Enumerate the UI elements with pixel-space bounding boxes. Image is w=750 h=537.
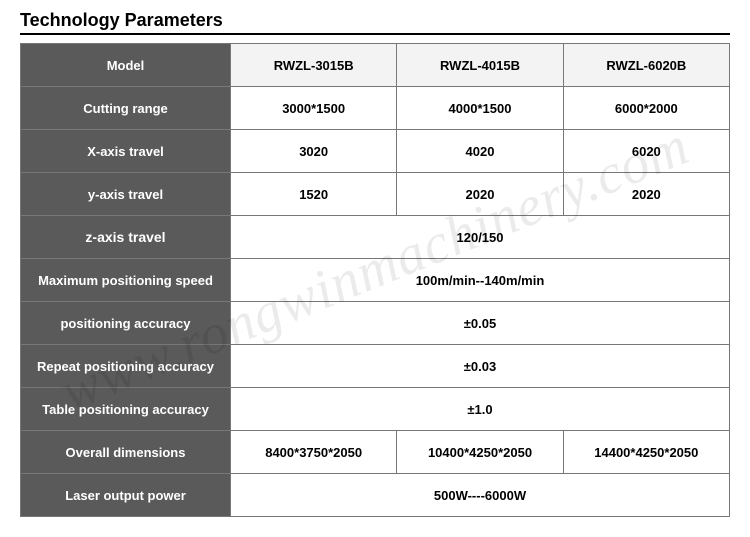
cell: 4020 bbox=[397, 130, 563, 173]
table-row: Model RWZL-3015B RWZL-4015B RWZL-6020B bbox=[21, 44, 730, 87]
row-label-y-axis: y-axis travel bbox=[21, 173, 231, 216]
table-row: Maximum positioning speed 100m/min--140m… bbox=[21, 259, 730, 302]
row-label-max-pos-speed: Maximum positioning speed bbox=[21, 259, 231, 302]
row-label-x-axis: X-axis travel bbox=[21, 130, 231, 173]
row-label-dimensions: Overall dimensions bbox=[21, 431, 231, 474]
table-row: Laser output power 500W----6000W bbox=[21, 474, 730, 517]
parameters-table: Model RWZL-3015B RWZL-4015B RWZL-6020B C… bbox=[20, 43, 730, 517]
table-row: Cutting range 3000*1500 4000*1500 6000*2… bbox=[21, 87, 730, 130]
table-row: positioning accuracy ±0.05 bbox=[21, 302, 730, 345]
span-cell: 100m/min--140m/min bbox=[231, 259, 730, 302]
cell: 6000*2000 bbox=[563, 87, 729, 130]
span-cell: 120/150 bbox=[231, 216, 730, 259]
cell: 6020 bbox=[563, 130, 729, 173]
cell: 14400*4250*2050 bbox=[563, 431, 729, 474]
span-cell: ±0.05 bbox=[231, 302, 730, 345]
row-label-laser-power: Laser output power bbox=[21, 474, 231, 517]
title-underline bbox=[20, 33, 730, 35]
page-title: Technology Parameters bbox=[20, 10, 730, 31]
row-label-pos-acc: positioning accuracy bbox=[21, 302, 231, 345]
row-label-cutting-range: Cutting range bbox=[21, 87, 231, 130]
col-header-0: RWZL-3015B bbox=[231, 44, 397, 87]
table-body: Model RWZL-3015B RWZL-4015B RWZL-6020B C… bbox=[21, 44, 730, 517]
cell: 4000*1500 bbox=[397, 87, 563, 130]
col-header-2: RWZL-6020B bbox=[563, 44, 729, 87]
cell: 2020 bbox=[563, 173, 729, 216]
cell: 3000*1500 bbox=[231, 87, 397, 130]
cell: 2020 bbox=[397, 173, 563, 216]
row-label-z-axis: z-axis travel bbox=[21, 216, 231, 259]
row-label-repeat-acc: Repeat positioning accuracy bbox=[21, 345, 231, 388]
span-cell: 500W----6000W bbox=[231, 474, 730, 517]
cell: 8400*3750*2050 bbox=[231, 431, 397, 474]
table-row: X-axis travel 3020 4020 6020 bbox=[21, 130, 730, 173]
cell: 3020 bbox=[231, 130, 397, 173]
span-cell: ±1.0 bbox=[231, 388, 730, 431]
cell: 10400*4250*2050 bbox=[397, 431, 563, 474]
cell: 1520 bbox=[231, 173, 397, 216]
table-row: Table positioning accuracy ±1.0 bbox=[21, 388, 730, 431]
col-header-1: RWZL-4015B bbox=[397, 44, 563, 87]
table-row: z-axis travel 120/150 bbox=[21, 216, 730, 259]
table-row: y-axis travel 1520 2020 2020 bbox=[21, 173, 730, 216]
table-row: Repeat positioning accuracy ±0.03 bbox=[21, 345, 730, 388]
row-label-model: Model bbox=[21, 44, 231, 87]
row-label-table-acc: Table positioning accuracy bbox=[21, 388, 231, 431]
span-cell: ±0.03 bbox=[231, 345, 730, 388]
table-row: Overall dimensions 8400*3750*2050 10400*… bbox=[21, 431, 730, 474]
